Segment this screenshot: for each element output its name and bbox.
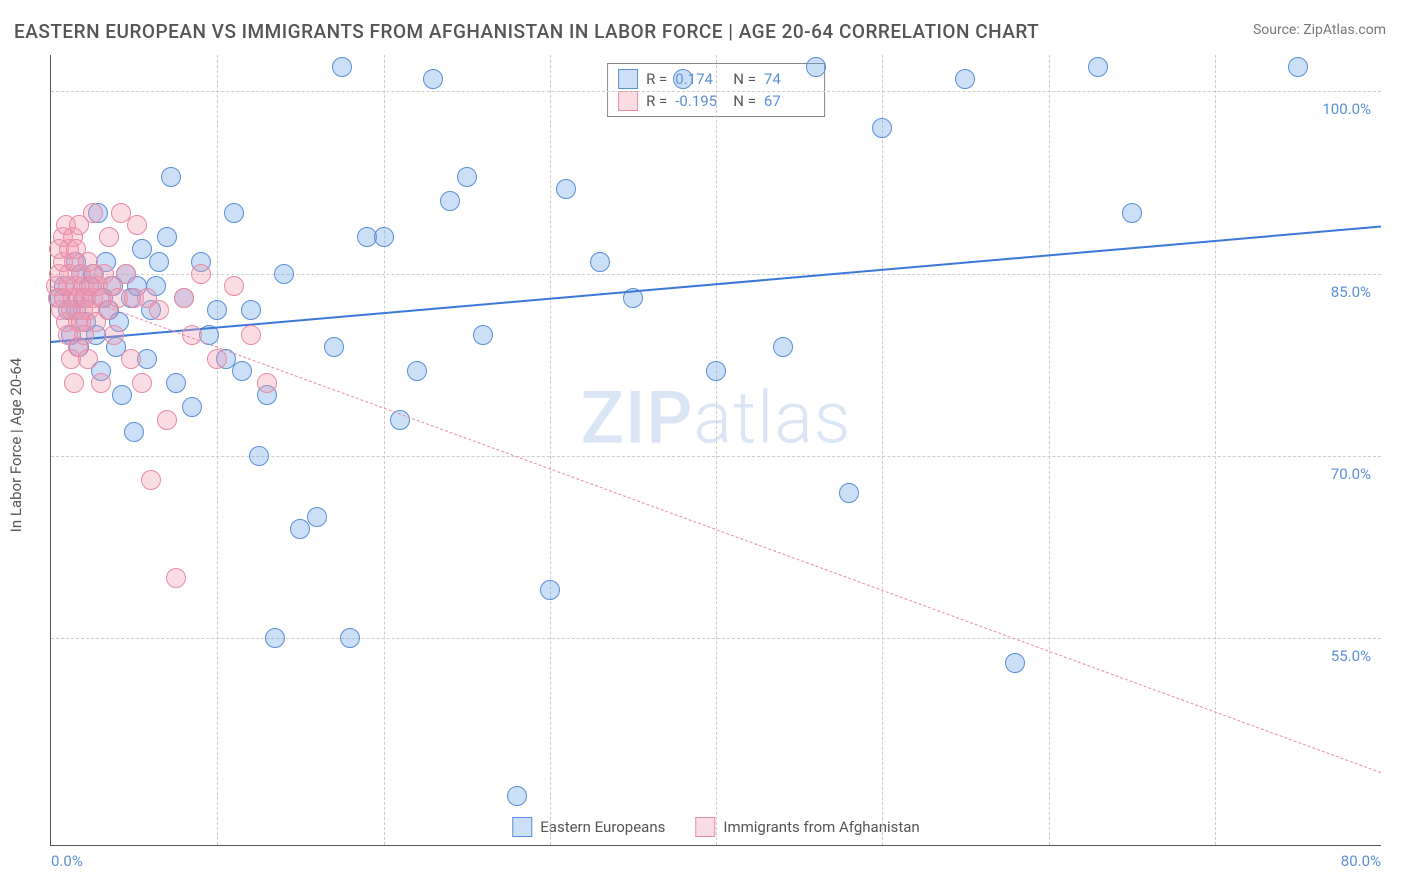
y-tick-label: 85.0% (1331, 283, 1371, 301)
r-value-1: -0.195 (675, 90, 725, 112)
data-point (257, 373, 277, 393)
legend-swatch-pink (695, 817, 715, 837)
gridline-v (882, 55, 883, 845)
data-point (124, 422, 144, 442)
data-point (324, 337, 344, 357)
data-point (224, 203, 244, 223)
data-point (166, 373, 186, 393)
chart-container: EASTERN EUROPEAN VS IMMIGRANTS FROM AFGH… (0, 0, 1406, 892)
data-point (69, 215, 89, 235)
data-point (374, 227, 394, 247)
legend-swatch-blue (512, 817, 532, 837)
data-point (99, 227, 119, 247)
data-point (590, 252, 610, 272)
data-point (116, 264, 136, 284)
data-point (78, 349, 98, 369)
swatch-blue (618, 69, 638, 89)
data-point (149, 300, 169, 320)
legend-label-1: Immigrants from Afghanistan (723, 818, 919, 836)
data-point (1005, 653, 1025, 673)
data-point (457, 167, 477, 187)
data-point (91, 373, 111, 393)
source-label: Source: ZipAtlas.com (1253, 22, 1386, 38)
data-point (241, 325, 261, 345)
data-point (174, 288, 194, 308)
data-point (423, 69, 443, 89)
data-point (149, 252, 169, 272)
gridline-v (384, 55, 385, 845)
data-point (166, 568, 186, 588)
data-point (161, 167, 181, 187)
data-point (66, 239, 86, 259)
data-point (332, 57, 352, 77)
y-tick-label: 55.0% (1331, 647, 1371, 665)
data-point (104, 325, 124, 345)
data-point (473, 325, 493, 345)
data-point (207, 300, 227, 320)
r-label: R = (646, 68, 667, 90)
data-point (440, 191, 460, 211)
gridline-v (716, 55, 717, 845)
data-point (112, 385, 132, 405)
data-point (265, 628, 285, 648)
data-point (132, 373, 152, 393)
r-label: R = (646, 90, 667, 112)
legend-label-0: Eastern Europeans (540, 818, 665, 836)
data-point (207, 349, 227, 369)
data-point (1088, 57, 1108, 77)
data-point (182, 397, 202, 417)
data-point (340, 628, 360, 648)
data-point (556, 179, 576, 199)
n-label: N = (733, 90, 756, 112)
legend-item-0: Eastern Europeans (512, 817, 665, 837)
data-point (274, 264, 294, 284)
plot-area: ZIPatlas R = 0.174 N = 74 R = -0.195 N =… (50, 55, 1381, 846)
data-point (673, 69, 693, 89)
data-point (191, 264, 211, 284)
gridline-v (217, 55, 218, 845)
swatch-pink (618, 91, 638, 111)
data-point (839, 483, 859, 503)
data-point (290, 519, 310, 539)
data-point (1122, 203, 1142, 223)
x-tick-label: 0.0% (51, 852, 83, 870)
data-point (157, 227, 177, 247)
data-point (955, 69, 975, 89)
data-point (706, 361, 726, 381)
data-point (249, 446, 269, 466)
n-value-1: 67 (764, 90, 814, 112)
gridline-v (550, 55, 551, 845)
y-axis-label: In Labor Force | Age 20-64 (7, 358, 25, 532)
y-tick-label: 100.0% (1322, 100, 1371, 118)
n-label: N = (733, 68, 756, 90)
legend-item-1: Immigrants from Afghanistan (695, 817, 919, 837)
data-point (540, 580, 560, 600)
data-point (121, 349, 141, 369)
x-tick-label: 80.0% (1341, 852, 1381, 870)
data-point (773, 337, 793, 357)
data-point (232, 361, 252, 381)
data-point (507, 786, 527, 806)
gridline-v (1215, 55, 1216, 845)
data-point (224, 276, 244, 296)
data-point (307, 507, 327, 527)
data-point (127, 215, 147, 235)
data-point (872, 118, 892, 138)
gridline-v (1049, 55, 1050, 845)
data-point (241, 300, 261, 320)
y-tick-label: 70.0% (1331, 465, 1371, 483)
data-point (74, 325, 94, 345)
data-point (141, 470, 161, 490)
data-point (64, 373, 84, 393)
data-point (1288, 57, 1308, 77)
chart-title: EASTERN EUROPEAN VS IMMIGRANTS FROM AFGH… (14, 20, 1039, 43)
data-point (806, 57, 826, 77)
data-point (407, 361, 427, 381)
data-point (157, 410, 177, 430)
